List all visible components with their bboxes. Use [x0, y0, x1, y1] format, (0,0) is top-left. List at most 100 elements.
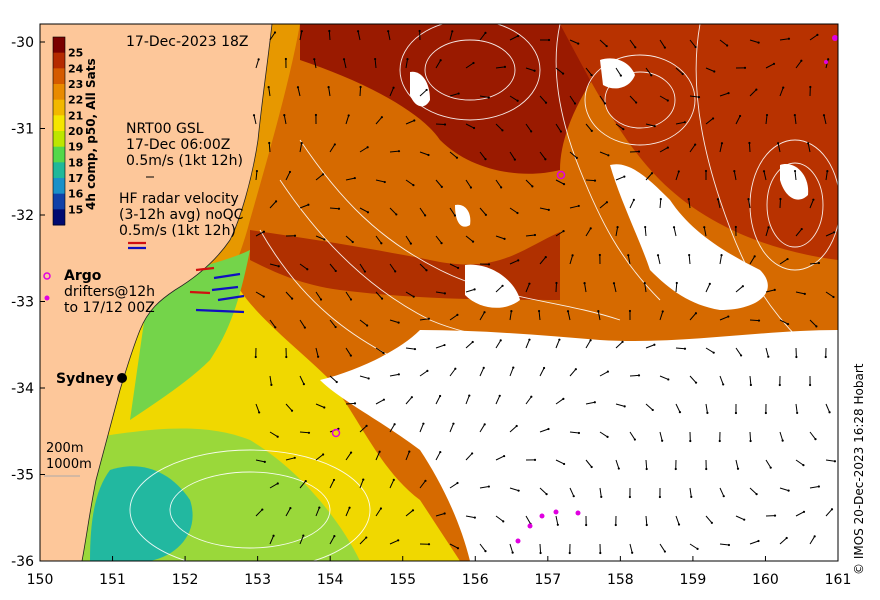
velocity-arrow — [719, 375, 724, 385]
velocity-arrow — [479, 311, 485, 321]
velocity-arrow-head — [773, 288, 776, 291]
velocity-arrow-head — [722, 383, 725, 386]
velocity-arrow-head — [397, 539, 400, 542]
velocity-arrow — [255, 459, 265, 463]
velocity-arrow — [375, 347, 384, 354]
velocity-arrow — [689, 543, 698, 550]
colorbar-swatch — [53, 131, 65, 148]
colorbar-level-label: 15 — [68, 203, 83, 216]
velocity-arrow-head — [439, 450, 442, 454]
velocity-arrow — [315, 235, 325, 240]
velocity-arrow — [435, 60, 442, 69]
velocity-arrow-head — [694, 381, 698, 384]
velocity-arrow-head — [453, 214, 457, 217]
velocity-arrow — [705, 515, 713, 524]
velocity-arrow — [675, 171, 680, 181]
velocity-arrow-head — [473, 288, 476, 291]
velocity-arrow — [435, 291, 445, 294]
velocity-arrow — [615, 341, 623, 349]
warm-core-north — [300, 24, 640, 174]
velocity-arrow-head — [424, 214, 427, 217]
velocity-arrow-head — [348, 506, 351, 509]
colorbar-swatch — [53, 178, 65, 195]
velocity-arrow — [825, 459, 835, 462]
velocity-arrow-head — [456, 481, 459, 485]
x-tick-label: 161 — [825, 572, 852, 588]
velocity-arrow — [359, 146, 368, 153]
velocity-arrow — [705, 118, 714, 125]
colorbar-swatch — [53, 162, 65, 179]
velocity-arrow — [509, 259, 519, 265]
velocity-arrow-head — [727, 92, 730, 95]
velocity-arrow-head — [739, 354, 743, 357]
velocity-arrow — [375, 179, 385, 183]
velocity-arrow-head — [366, 211, 370, 214]
velocity-arrow-head — [456, 313, 459, 316]
cloud-mid — [610, 164, 768, 310]
velocity-arrow — [555, 515, 559, 525]
hf-legend-line2: (3-12h avg) noQC — [119, 207, 244, 223]
velocity-arrow-head — [318, 506, 321, 509]
cloud-west-2 — [465, 264, 520, 308]
velocity-arrow — [659, 375, 669, 380]
velocity-arrow — [269, 32, 276, 41]
land-australia — [40, 24, 273, 561]
velocity-arrow — [374, 58, 377, 69]
drifter-legend-marker — [44, 295, 50, 301]
velocity-arrow — [749, 256, 756, 265]
y-tick-label: -34 — [11, 381, 34, 397]
velocity-arrow — [629, 543, 633, 553]
velocity-arrow-head — [512, 366, 515, 369]
velocity-arrow — [343, 59, 347, 69]
velocity-arrow — [629, 95, 637, 103]
velocity-arrow — [269, 319, 276, 328]
velocity-arrow — [629, 39, 636, 48]
velocity-arrow-head — [816, 33, 819, 36]
velocity-arrow — [269, 263, 279, 267]
velocity-arrow-head — [288, 170, 292, 174]
velocity-arrow-head — [334, 325, 337, 329]
teal-patch — [90, 466, 193, 561]
drifters-legend-line2: to 17/12 00Z — [64, 300, 155, 316]
velocity-arrow — [659, 147, 669, 153]
velocity-arrow — [613, 283, 617, 293]
velocity-arrow-head — [487, 485, 490, 488]
velocity-arrow-head — [426, 369, 429, 372]
velocity-arrow — [495, 285, 503, 293]
velocity-arrow-head — [517, 489, 520, 492]
velocity-arrow-head — [362, 478, 365, 481]
velocity-arrow — [569, 255, 574, 265]
velocity-arrow-head — [562, 230, 565, 233]
velocity-arrow — [615, 67, 622, 76]
velocity-arrow-head — [263, 460, 266, 463]
velocity-arrow-head — [683, 121, 686, 124]
velocity-arrow — [585, 228, 592, 237]
velocity-arrow — [703, 227, 707, 237]
velocity-arrows — [252, 29, 837, 555]
velocity-arrow — [629, 374, 640, 377]
velocity-arrow-head — [472, 61, 475, 65]
velocity-arrow-head — [623, 405, 626, 408]
velocity-arrow-head — [593, 401, 596, 404]
velocity-arrow-head — [787, 37, 791, 40]
velocity-arrow-head — [663, 46, 666, 49]
velocity-arrow — [449, 207, 456, 216]
velocity-arrow — [569, 95, 576, 104]
velocity-arrow — [269, 375, 272, 385]
velocity-arrow — [629, 199, 635, 209]
velocity-arrow — [599, 39, 607, 47]
velocity-arrow-head — [631, 551, 634, 554]
velocity-arrow-head — [290, 409, 294, 412]
drifter-tracks — [515, 35, 838, 544]
velocity-arrow-head — [802, 510, 806, 513]
velocity-arrow-head — [688, 253, 691, 257]
velocity-arrow-head — [589, 227, 592, 230]
velocity-arrow-head — [678, 410, 682, 414]
velocity-arrow-head — [451, 30, 454, 33]
velocity-arrow-head — [452, 422, 455, 425]
gsl-legend: NRT00 GSL 17-Dec 06:00Z 0.5m/s (1kt 12h) — [126, 121, 243, 169]
velocity-arrow — [285, 457, 295, 461]
velocity-arrow-head — [605, 201, 609, 204]
velocity-arrow-head — [663, 550, 667, 553]
velocity-arrow-head — [575, 156, 578, 159]
